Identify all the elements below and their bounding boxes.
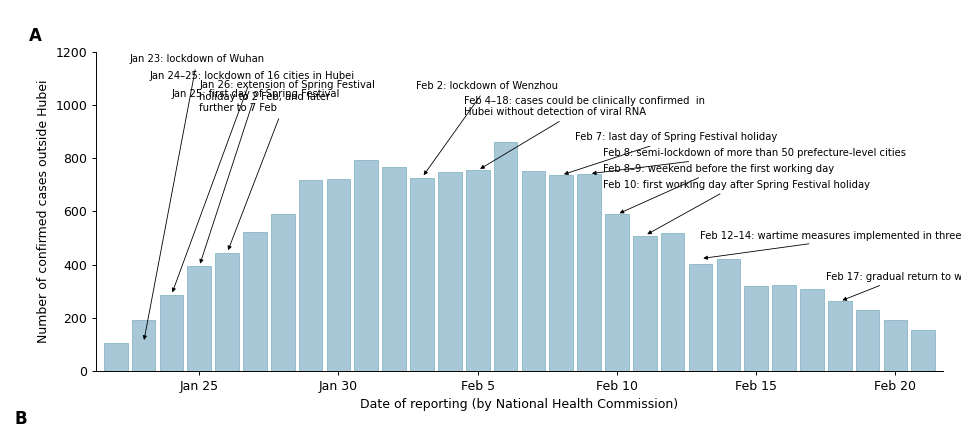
Text: Jan 25: first day of Spring Festival: Jan 25: first day of Spring Festival bbox=[171, 89, 339, 263]
Text: Feb 12–14: wartime measures implemented in three cities in Hubei: Feb 12–14: wartime measures implemented … bbox=[700, 231, 961, 259]
Bar bbox=[215, 253, 238, 371]
Bar bbox=[493, 142, 517, 371]
Bar bbox=[409, 177, 433, 371]
Bar bbox=[604, 215, 628, 371]
Bar bbox=[716, 259, 739, 371]
Bar bbox=[855, 310, 878, 371]
Bar bbox=[744, 286, 767, 371]
Bar bbox=[104, 343, 128, 371]
Bar bbox=[187, 266, 210, 371]
Text: Feb 8–9: weekend before the first working day: Feb 8–9: weekend before the first workin… bbox=[603, 164, 833, 213]
Text: Feb 10: first working day after Spring Festival holiday: Feb 10: first working day after Spring F… bbox=[603, 180, 869, 234]
Bar bbox=[772, 285, 795, 371]
Bar bbox=[299, 180, 322, 371]
Text: Feb 4–18: cases could be clinically confirmed  in
Hubei without detection of vir: Feb 4–18: cases could be clinically conf… bbox=[463, 96, 704, 168]
Bar bbox=[437, 172, 461, 371]
Bar bbox=[132, 320, 156, 371]
Text: Feb 2: lockdown of Wenzhou: Feb 2: lockdown of Wenzhou bbox=[416, 81, 558, 174]
Y-axis label: Number of confirmed cases outside Hubei: Number of confirmed cases outside Hubei bbox=[37, 80, 50, 343]
Bar bbox=[660, 233, 684, 371]
Bar bbox=[354, 160, 378, 371]
X-axis label: Date of reporting (by National Health Commission): Date of reporting (by National Health Co… bbox=[360, 398, 678, 411]
Bar bbox=[827, 301, 850, 371]
Text: Jan 24–25: lockdown of 16 cities in Hubei: Jan 24–25: lockdown of 16 cities in Hube… bbox=[149, 72, 354, 292]
Bar bbox=[910, 330, 934, 371]
Bar bbox=[882, 320, 906, 371]
Bar bbox=[800, 289, 823, 371]
Text: Jan 23: lockdown of Wuhan: Jan 23: lockdown of Wuhan bbox=[130, 54, 264, 339]
Bar bbox=[327, 179, 350, 371]
Bar bbox=[549, 175, 573, 371]
Bar bbox=[521, 171, 545, 371]
Text: Jan 26: extension of Spring Festival
holiday to 2 Feb, and later
further to 7 Fe: Jan 26: extension of Spring Festival hol… bbox=[199, 80, 375, 249]
Text: Feb 8: semi-lockdown of more than 50 prefecture-level cities: Feb 8: semi-lockdown of more than 50 pre… bbox=[592, 148, 905, 174]
Bar bbox=[160, 295, 183, 371]
Text: B: B bbox=[14, 410, 27, 428]
Text: Feb 7: last day of Spring Festival holiday: Feb 7: last day of Spring Festival holid… bbox=[564, 133, 776, 174]
Text: Feb 17: gradual return to work: Feb 17: gradual return to work bbox=[825, 272, 961, 300]
Text: A: A bbox=[29, 27, 41, 45]
Bar bbox=[465, 170, 489, 371]
Bar bbox=[632, 235, 656, 371]
Bar bbox=[271, 214, 294, 371]
Bar bbox=[688, 264, 711, 371]
Bar bbox=[577, 174, 601, 371]
Bar bbox=[243, 232, 266, 371]
Bar bbox=[382, 167, 406, 371]
